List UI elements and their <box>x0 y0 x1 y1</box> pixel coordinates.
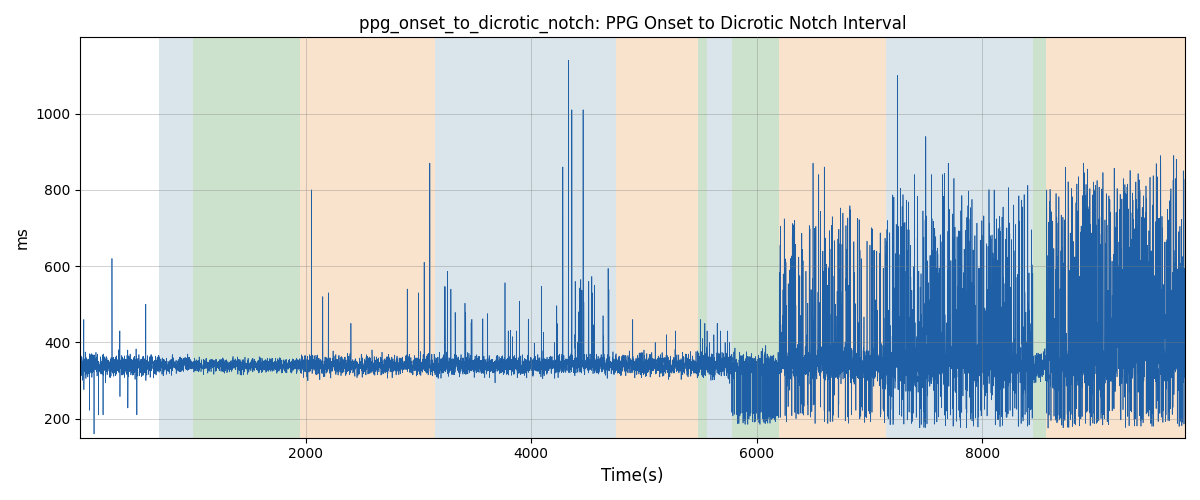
Bar <box>300 38 436 438</box>
Bar <box>160 38 193 438</box>
Title: ppg_onset_to_dicrotic_notch: PPG Onset to Dicrotic Notch Interval: ppg_onset_to_dicrotic_notch: PPG Onset t… <box>359 15 906 34</box>
Bar <box>436 38 616 438</box>
Y-axis label: ms: ms <box>14 226 30 249</box>
Bar <box>616 38 698 438</box>
Bar <box>732 38 779 438</box>
X-axis label: Time(s): Time(s) <box>601 467 664 485</box>
Bar <box>193 38 300 438</box>
Bar <box>779 38 887 438</box>
Bar <box>1046 38 1186 438</box>
Bar <box>698 38 707 438</box>
Bar <box>707 38 732 438</box>
Bar <box>1033 38 1046 438</box>
Bar <box>887 38 1033 438</box>
